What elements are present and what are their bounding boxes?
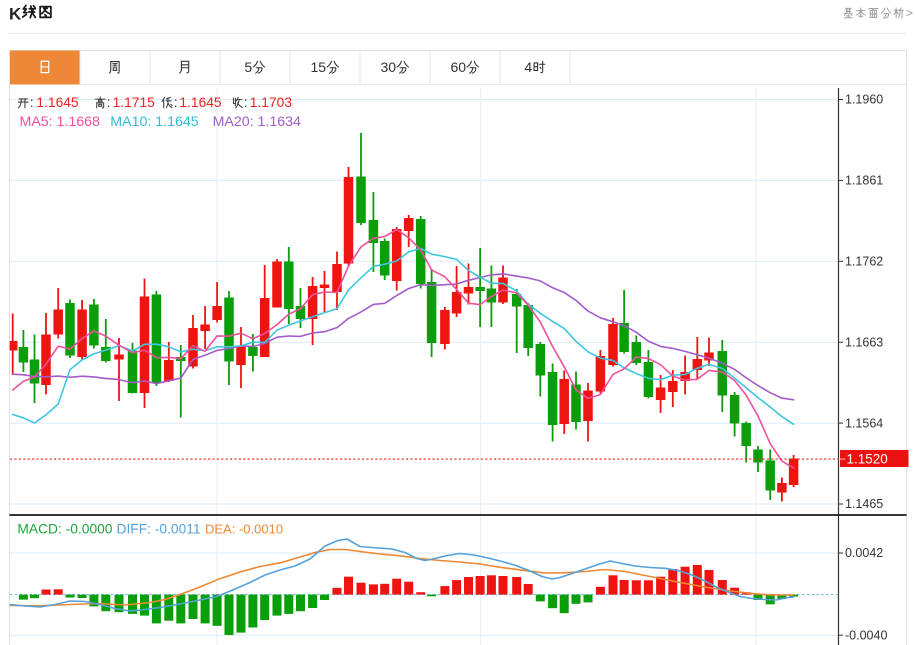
svg-text:K: K	[9, 5, 22, 24]
svg-text:1.1520: 1.1520	[847, 452, 888, 467]
svg-text:4: 4	[524, 59, 532, 75]
svg-text:DIFF: -0.0011: DIFF: -0.0011	[117, 521, 201, 536]
svg-text:1.1861: 1.1861	[845, 174, 883, 188]
svg-text:-0.0040: -0.0040	[845, 628, 887, 642]
svg-text:60: 60	[450, 59, 466, 75]
svg-text:0.0042: 0.0042	[845, 546, 883, 560]
svg-text:1.1465: 1.1465	[845, 497, 883, 511]
svg-text:>: >	[906, 6, 913, 20]
svg-text:1.1645: 1.1645	[36, 95, 79, 110]
svg-text:1.1960: 1.1960	[845, 93, 883, 107]
svg-text:1.1663: 1.1663	[845, 335, 883, 349]
svg-text:MA20: 1.1634: MA20: 1.1634	[213, 114, 301, 130]
svg-text::: :	[107, 95, 111, 110]
svg-text:5: 5	[244, 59, 252, 75]
svg-text:DEA: -0.0010: DEA: -0.0010	[205, 521, 283, 536]
svg-text:1.1564: 1.1564	[845, 416, 883, 430]
svg-text::: :	[244, 95, 248, 110]
svg-text:MA10: 1.1645: MA10: 1.1645	[110, 114, 198, 130]
svg-text:1.1762: 1.1762	[845, 255, 883, 269]
svg-text:MACD: -0.0000: MACD: -0.0000	[17, 521, 112, 536]
svg-text:30: 30	[380, 59, 396, 75]
svg-text::: :	[30, 95, 34, 110]
svg-text:MA5: 1.1668: MA5: 1.1668	[20, 114, 101, 130]
svg-text:1.1715: 1.1715	[113, 95, 156, 110]
svg-text:1.1703: 1.1703	[250, 95, 293, 110]
svg-text:15: 15	[310, 59, 326, 75]
svg-text::: :	[174, 95, 178, 110]
svg-text:1.1645: 1.1645	[179, 95, 222, 110]
